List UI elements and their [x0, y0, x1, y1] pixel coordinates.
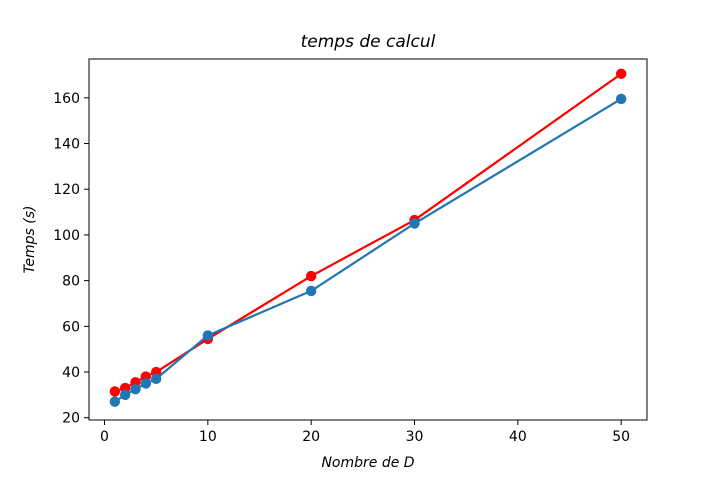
series-2	[109, 93, 627, 407]
data-point	[615, 93, 627, 105]
y-tick-label: 80	[62, 274, 80, 290]
x-tick-label: 30	[406, 429, 424, 445]
data-point	[119, 389, 131, 401]
x-tick-label: 40	[509, 429, 527, 445]
y-tick-label: 20	[62, 411, 80, 427]
y-tick-label: 160	[53, 91, 80, 107]
data-point	[109, 386, 121, 397]
data-point	[615, 68, 627, 80]
chart-title: temps de calcul	[301, 32, 436, 52]
axes-frame	[88, 58, 648, 421]
y-tick-label: 140	[53, 137, 80, 153]
x-tick-label: 20	[302, 429, 320, 445]
y-tick-label: 120	[53, 182, 80, 198]
y-axis-title: Temps (s)	[22, 206, 38, 274]
plot-area	[109, 68, 627, 407]
data-point	[305, 270, 317, 282]
x-tick-label: 50	[612, 429, 630, 445]
x-tick-label: 10	[199, 429, 217, 445]
data-point	[409, 218, 420, 229]
y-tick-label: 60	[62, 319, 80, 335]
y-tick-label: 100	[53, 228, 80, 244]
axis-ticks: 0 10 20 30 40 50 20 40 60 80 100 120 140 160	[53, 91, 630, 445]
data-point	[140, 378, 152, 389]
data-point	[305, 285, 317, 297]
x-tick-label: 0	[100, 429, 109, 445]
data-point	[150, 373, 162, 385]
y-tick-label: 40	[62, 365, 80, 381]
x-axis-title: Nombre de D	[321, 455, 414, 471]
data-point	[109, 396, 121, 407]
data-point	[202, 330, 214, 341]
data-point	[130, 383, 141, 395]
